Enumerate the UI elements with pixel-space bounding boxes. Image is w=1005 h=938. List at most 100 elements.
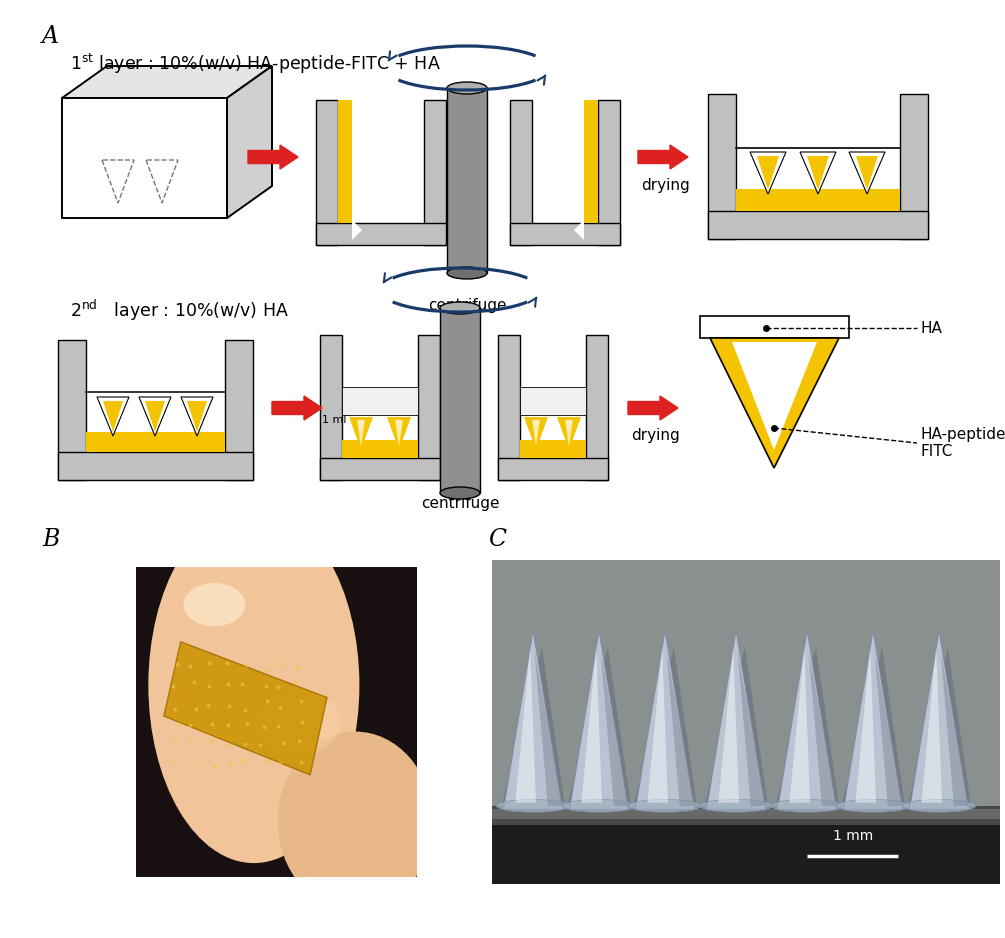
- Polygon shape: [524, 417, 548, 450]
- Ellipse shape: [447, 267, 487, 279]
- Bar: [338, 100, 352, 223]
- Text: 1$^{\rm st}$ layer : 10%(w/v) HA-peptide-FITC + HA: 1$^{\rm st}$ layer : 10%(w/v) HA-peptide…: [70, 52, 441, 76]
- Polygon shape: [145, 401, 165, 432]
- Polygon shape: [941, 651, 969, 806]
- Bar: [86, 432, 225, 452]
- Polygon shape: [666, 651, 694, 806]
- Polygon shape: [800, 152, 836, 194]
- Bar: [510, 223, 620, 245]
- Ellipse shape: [256, 691, 341, 753]
- Polygon shape: [581, 647, 602, 803]
- Polygon shape: [601, 651, 628, 806]
- Polygon shape: [738, 651, 766, 806]
- Ellipse shape: [440, 487, 480, 499]
- Bar: [320, 458, 440, 480]
- Text: centrifuge: centrifuge: [421, 496, 499, 511]
- Polygon shape: [227, 66, 272, 218]
- Ellipse shape: [628, 799, 701, 812]
- Polygon shape: [395, 420, 403, 446]
- Bar: [342, 387, 418, 415]
- Polygon shape: [856, 156, 878, 190]
- Polygon shape: [570, 631, 628, 809]
- Bar: [492, 806, 1000, 825]
- Polygon shape: [874, 651, 902, 806]
- Polygon shape: [352, 220, 362, 240]
- Bar: [736, 189, 900, 211]
- Polygon shape: [349, 417, 373, 450]
- Bar: [492, 819, 1000, 884]
- Ellipse shape: [149, 507, 360, 863]
- Polygon shape: [62, 98, 227, 218]
- Text: 1 mm: 1 mm: [833, 829, 873, 843]
- Polygon shape: [807, 156, 829, 190]
- Polygon shape: [181, 397, 213, 436]
- Polygon shape: [164, 642, 327, 775]
- Bar: [708, 94, 736, 239]
- Text: centrifuge: centrifuge: [428, 298, 507, 313]
- Bar: [492, 809, 1000, 819]
- Polygon shape: [809, 651, 836, 806]
- Bar: [440, 308, 480, 493]
- Ellipse shape: [902, 799, 976, 812]
- Ellipse shape: [770, 799, 844, 812]
- Text: B: B: [42, 528, 59, 551]
- Polygon shape: [910, 631, 969, 809]
- Bar: [498, 335, 520, 480]
- Polygon shape: [357, 420, 365, 446]
- Ellipse shape: [440, 302, 480, 314]
- Polygon shape: [757, 156, 779, 190]
- Ellipse shape: [184, 582, 245, 627]
- FancyArrow shape: [628, 396, 678, 420]
- Ellipse shape: [277, 732, 432, 911]
- Bar: [498, 458, 608, 480]
- Polygon shape: [778, 631, 836, 809]
- Polygon shape: [139, 397, 171, 436]
- Polygon shape: [187, 401, 207, 432]
- Bar: [520, 440, 586, 458]
- Polygon shape: [707, 631, 766, 809]
- Bar: [447, 88, 487, 273]
- Bar: [418, 335, 440, 480]
- Polygon shape: [750, 152, 786, 194]
- Polygon shape: [535, 651, 563, 806]
- Text: 2$^{\rm nd}$   layer : 10%(w/v) HA: 2$^{\rm nd}$ layer : 10%(w/v) HA: [70, 298, 289, 324]
- Bar: [424, 100, 446, 245]
- Polygon shape: [574, 220, 584, 240]
- Polygon shape: [635, 631, 694, 809]
- FancyArrow shape: [248, 145, 298, 169]
- Polygon shape: [922, 647, 942, 803]
- Text: drying: drying: [631, 428, 680, 443]
- Polygon shape: [719, 647, 739, 803]
- Bar: [510, 100, 532, 245]
- Polygon shape: [62, 66, 272, 98]
- Polygon shape: [843, 631, 902, 809]
- Polygon shape: [352, 140, 362, 160]
- Polygon shape: [907, 647, 972, 809]
- Polygon shape: [565, 420, 573, 446]
- Polygon shape: [97, 397, 129, 436]
- Text: HA-peptide-
FITC: HA-peptide- FITC: [920, 427, 1005, 460]
- Text: 1 ml: 1 ml: [322, 415, 347, 425]
- Bar: [58, 340, 86, 480]
- Bar: [520, 387, 586, 415]
- Bar: [225, 340, 253, 480]
- Polygon shape: [704, 647, 769, 809]
- Polygon shape: [775, 647, 839, 809]
- Text: A: A: [42, 25, 59, 48]
- Polygon shape: [532, 420, 540, 446]
- Bar: [316, 100, 338, 245]
- Bar: [342, 440, 418, 458]
- Polygon shape: [103, 401, 123, 432]
- Polygon shape: [574, 185, 584, 205]
- Polygon shape: [574, 140, 584, 160]
- Ellipse shape: [496, 799, 570, 812]
- Bar: [598, 100, 620, 245]
- FancyArrow shape: [638, 145, 688, 169]
- Polygon shape: [841, 647, 906, 809]
- Ellipse shape: [699, 799, 773, 812]
- Polygon shape: [647, 647, 668, 803]
- Ellipse shape: [562, 799, 636, 812]
- Polygon shape: [732, 342, 817, 450]
- Polygon shape: [504, 631, 563, 809]
- Text: C: C: [488, 528, 507, 551]
